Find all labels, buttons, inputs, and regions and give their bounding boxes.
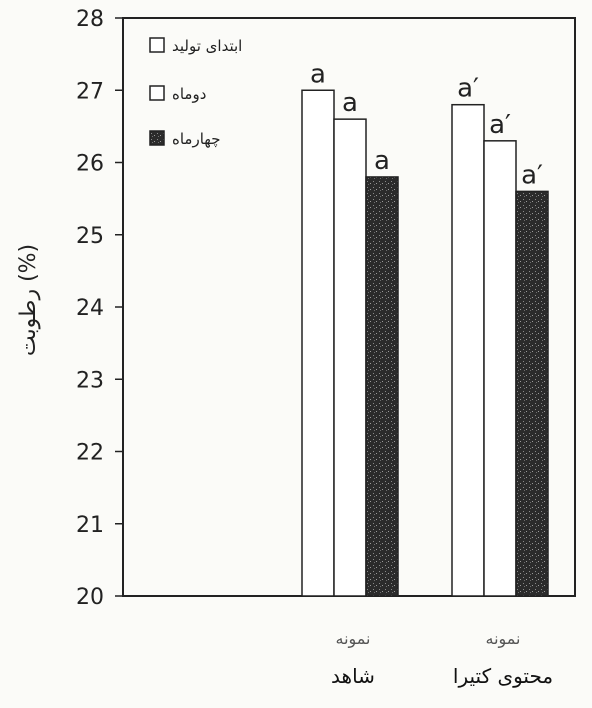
x-category-labels: نمونه شاهد نمونه محتوی کتیرا: [331, 629, 553, 688]
bar-data-label: a′: [457, 74, 479, 104]
bar: [301, 89, 335, 597]
legend-item: دوماه: [149, 85, 206, 103]
y-tick-label: 20: [76, 585, 104, 610]
category-label-line: محتوی کتیرا: [453, 664, 553, 688]
y-tick-label: 26: [76, 152, 104, 177]
y-tick-label: 24: [76, 296, 104, 321]
y-tick-label: 27: [76, 79, 104, 104]
bar: [333, 118, 367, 597]
legend: ابتدای تولید دوماه چهارماه: [149, 37, 242, 148]
legend-label: ابتدای تولید: [172, 37, 242, 55]
y-tick-label: 25: [76, 224, 104, 249]
legend-swatch: [149, 37, 165, 53]
bar-data-label: a: [374, 146, 390, 176]
bars: [301, 89, 549, 597]
bar: [483, 140, 517, 597]
bar-data-label: a′: [521, 160, 543, 190]
bar-data-label: a′: [489, 110, 511, 140]
category-label-line: نمونه: [486, 629, 521, 649]
y-axis: 20 21 22 23 24 25 26 27 28: [76, 7, 123, 610]
bar-data-label: a: [310, 59, 326, 89]
legend-item: چهارماه: [149, 130, 220, 148]
bar: [451, 103, 485, 597]
bar: [515, 190, 549, 597]
legend-swatch: [149, 85, 165, 101]
y-tick-label: 28: [76, 7, 104, 32]
legend-label: دوماه: [172, 85, 206, 103]
category-label-line: نمونه: [336, 629, 371, 649]
bar-data-label: a: [342, 88, 358, 118]
legend-swatch: [149, 130, 165, 146]
bar: [365, 176, 399, 597]
legend-label: چهارماه: [172, 130, 220, 148]
y-tick-label: 22: [76, 441, 104, 466]
y-axis-label: رطوبت (%): [16, 244, 41, 356]
category-label-line: شاهد: [331, 664, 375, 688]
y-tick-label: 21: [76, 513, 104, 538]
y-tick-label: 23: [76, 368, 104, 393]
legend-item: ابتدای تولید: [149, 37, 242, 55]
